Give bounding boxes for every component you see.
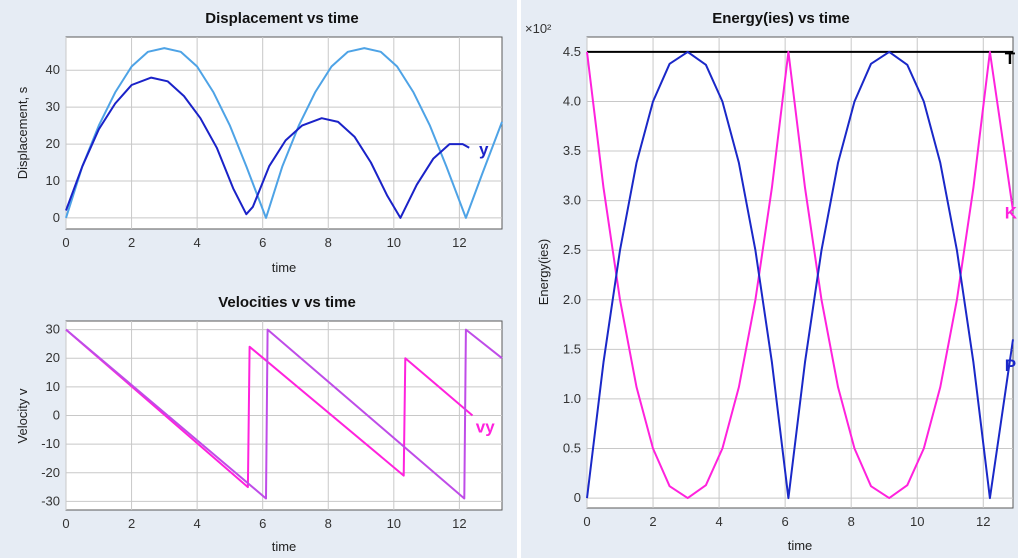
displacement-y-ticks: 0 10 20 30 40 [46,62,60,225]
x-tick-label: 4 [194,235,201,250]
x-tick-label: 12 [452,235,466,250]
x-tick-label: 12 [452,516,466,531]
series-end-label: y [479,140,489,159]
energy-series [586,50,1014,500]
series-end-label: T [1005,49,1016,68]
displacement-series [65,47,503,219]
y-tick-label: 40 [46,62,60,77]
series-line-1 [65,328,503,500]
y-tick-label: -20 [41,465,60,480]
x-tick-label: 6 [782,514,789,529]
displacement-chart-title: Displacement vs time [205,10,358,27]
displacement-chart: Displacement vs time 0 2 4 6 8 10 12 0 10 20 30 40… [15,10,503,275]
energy-chart: Energy(ies) vs time ×10² 0 2 4 6 8 10 12 0 0.5 1… [525,10,1018,553]
y-tick-label: 10 [46,173,60,188]
y-tick-label: 4.5 [563,44,581,59]
x-tick-label: 12 [976,514,990,529]
y-tick-label: 0 [53,210,60,225]
x-tick-label: 8 [325,235,332,250]
velocity-grid [65,321,502,510]
energy-chart-title: Energy(ies) vs time [712,10,850,27]
energy-y-ticks: 0 0.5 1.0 1.5 2.0 2.5 3.0 3.5 4.0 4.5 [563,44,581,505]
energy-y-multiplier: ×10² [525,21,552,36]
y-tick-label: 2.5 [563,242,581,257]
series-line-0 [65,328,474,489]
velocity-series [65,328,503,500]
x-tick-label: 0 [62,516,69,531]
x-tick-label: 6 [259,516,266,531]
x-tick-label: 2 [649,514,656,529]
series-end-label: P [1005,356,1016,375]
y-tick-label: -30 [41,493,60,508]
x-tick-label: 10 [910,514,924,529]
x-tick-label: 8 [325,516,332,531]
y-tick-label: 0 [53,408,60,423]
y-tick-label: 20 [46,350,60,365]
velocity-x-ticks: 0 2 4 6 8 10 12 [62,516,466,531]
x-tick-label: 2 [128,516,135,531]
displacement-x-ticks: 0 2 4 6 8 10 12 [62,235,466,250]
x-tick-label: 6 [259,235,266,250]
x-tick-label: 4 [715,514,722,529]
x-tick-label: 2 [128,235,135,250]
velocity-y-axis-label: Velocity v [15,388,30,443]
displacement-x-axis-label: time [272,260,297,275]
energy-x-ticks: 0 2 4 6 8 10 12 [583,514,990,529]
series-end-label: vy [476,418,495,437]
series-line-1 [65,76,470,219]
y-tick-label: 3.5 [563,143,581,158]
series-line-1 [586,50,1014,500]
y-tick-label: 4.0 [563,93,581,108]
velocity-chart-title: Velocities v vs time [218,294,356,311]
y-tick-label: 10 [46,379,60,394]
y-tick-label: 2.0 [563,292,581,307]
x-tick-label: 10 [387,235,401,250]
energy-y-axis-label: Energy(ies) [536,239,551,305]
series-end-label: K [1005,203,1018,222]
y-tick-label: -10 [41,436,60,451]
y-tick-label: 1.0 [563,391,581,406]
x-tick-label: 0 [583,514,590,529]
x-tick-label: 4 [194,516,201,531]
velocity-x-axis-label: time [272,539,297,554]
x-tick-label: 10 [387,516,401,531]
series-line-2 [586,50,1014,500]
x-tick-label: 8 [848,514,855,529]
displacement-annotations: y [479,140,489,159]
y-tick-label: 30 [46,99,60,114]
displacement-y-axis-label: Displacement, s [15,86,30,179]
velocity-y-ticks: -30 -20 -10 0 10 20 30 [41,322,60,509]
velocity-chart: Velocities v vs time 0 2 4 6 8 10 12 -30 -20 -10… [15,294,503,554]
series-line-0 [65,47,503,219]
y-tick-label: 0.5 [563,441,581,456]
velocity-annotations: vy [476,418,495,437]
energy-annotations: T K P [1005,49,1018,375]
y-tick-label: 30 [46,322,60,337]
energy-plot-area [586,36,1014,509]
y-tick-label: 3.0 [563,193,581,208]
y-tick-label: 0 [574,490,581,505]
displacement-plot-area [65,36,503,230]
energy-x-axis-label: time [788,538,813,553]
x-tick-label: 0 [62,235,69,250]
y-tick-label: 20 [46,136,60,151]
y-tick-label: 1.5 [563,341,581,356]
